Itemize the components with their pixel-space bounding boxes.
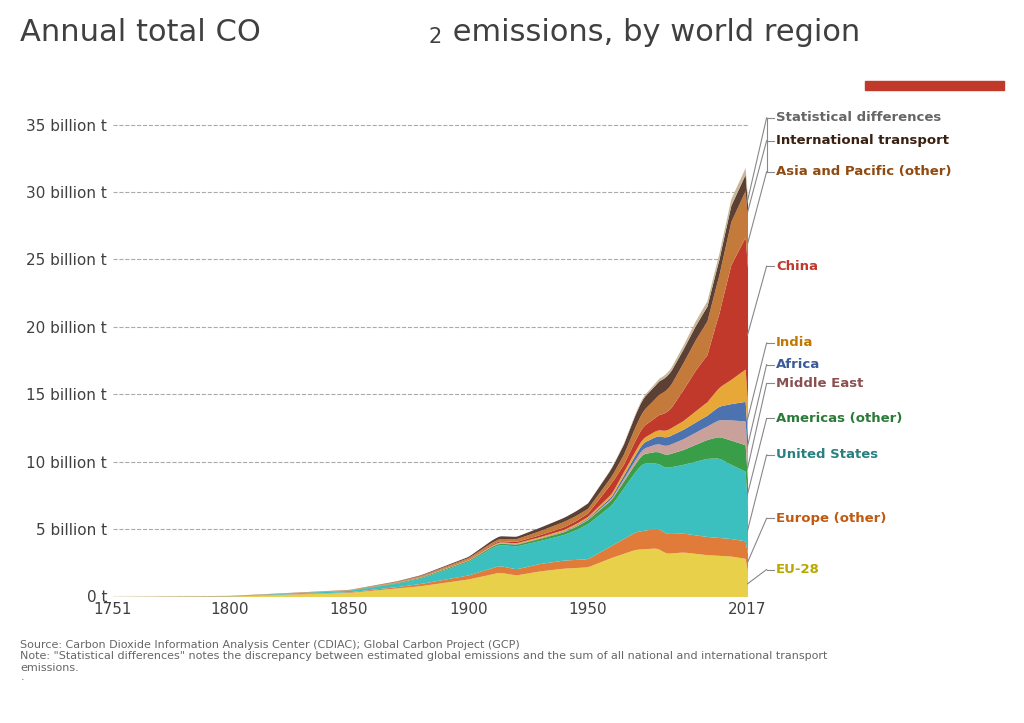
Text: Our World: Our World: [893, 33, 976, 48]
Text: Africa: Africa: [776, 358, 820, 371]
Text: in Data: in Data: [904, 54, 965, 69]
Text: International transport: International transport: [776, 134, 949, 147]
Text: Annual total CO: Annual total CO: [20, 18, 261, 47]
Text: Europe (other): Europe (other): [776, 512, 887, 525]
Text: United States: United States: [776, 448, 879, 461]
Text: emissions, by world region: emissions, by world region: [443, 18, 860, 47]
Text: Asia and Pacific (other): Asia and Pacific (other): [776, 166, 951, 179]
Text: EU-28: EU-28: [776, 563, 820, 576]
Text: Middle East: Middle East: [776, 377, 863, 390]
Text: India: India: [776, 336, 813, 349]
Text: Source: Carbon Dioxide Information Analysis Center (CDIAC); Global Carbon Projec: Source: Carbon Dioxide Information Analy…: [20, 640, 827, 685]
Bar: [865, 81, 1004, 90]
Text: China: China: [776, 260, 818, 273]
Text: 2: 2: [428, 27, 441, 48]
Text: Statistical differences: Statistical differences: [776, 111, 941, 124]
Text: Americas (other): Americas (other): [776, 412, 902, 425]
